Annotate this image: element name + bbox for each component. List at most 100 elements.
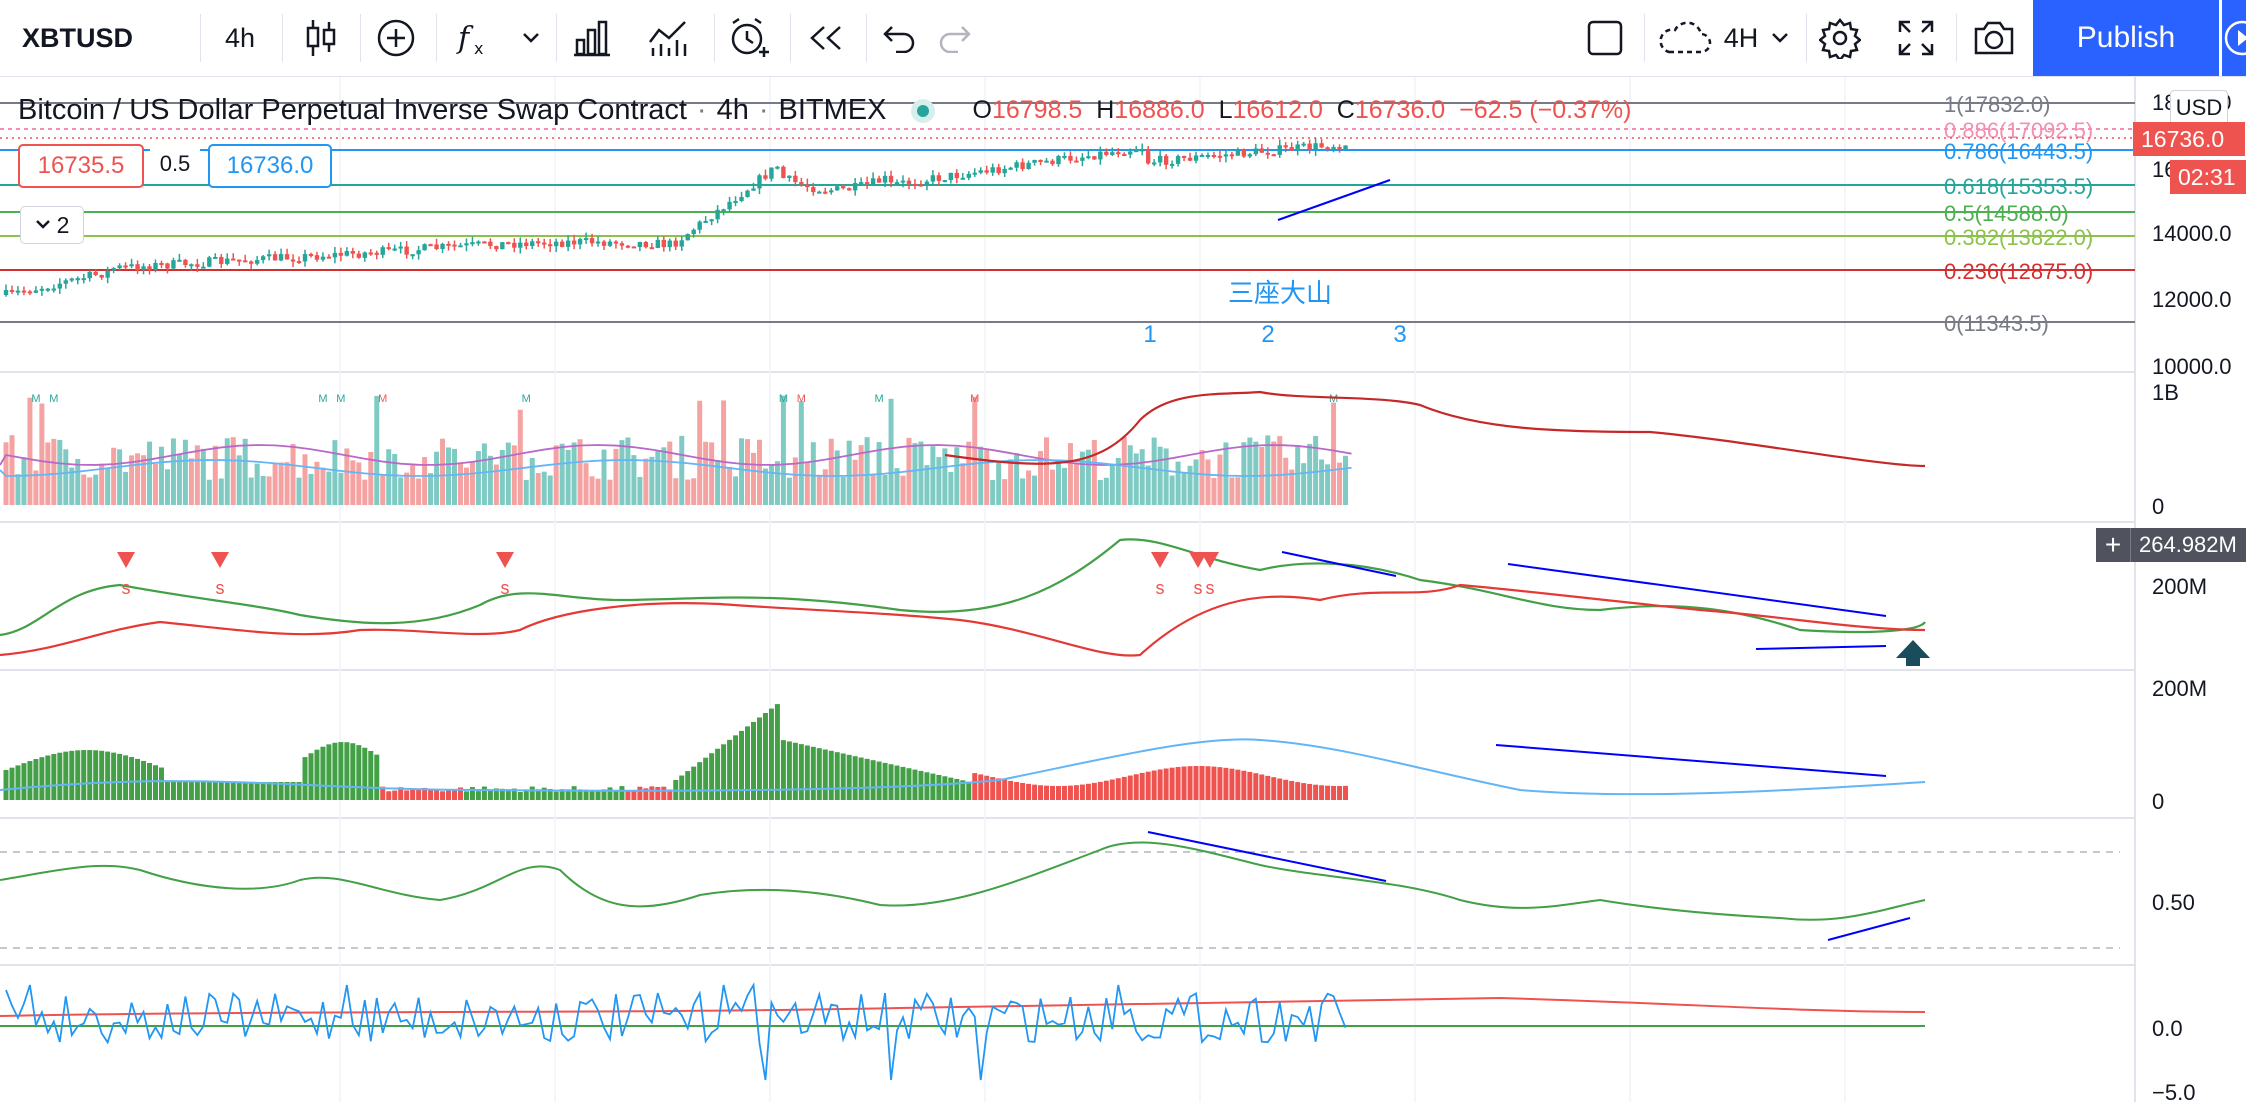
histogram-bar (816, 748, 822, 800)
fullscreen-toggle-icon[interactable] (1580, 0, 1630, 76)
pane-scale-label: 0.50 (2152, 890, 2195, 915)
volume-bar (1205, 459, 1211, 505)
sell-price-button[interactable]: 16735.5 (18, 144, 144, 188)
candle (667, 240, 672, 248)
histogram-bar (709, 753, 715, 800)
chevron-down-icon[interactable] (516, 0, 546, 76)
histogram-bar (804, 745, 810, 800)
collapse-indicators-button[interactable]: 2 (20, 206, 84, 244)
undo-icon[interactable] (876, 0, 922, 76)
replay-icon[interactable] (800, 0, 852, 76)
annotation-marker: 2 (1261, 321, 1274, 348)
candle (829, 190, 834, 193)
volume-bar (535, 473, 541, 505)
candle (1313, 143, 1318, 150)
histogram-bar (416, 789, 422, 800)
trend-line (1827, 917, 1911, 941)
volume-bar (1103, 477, 1109, 505)
histogram-bar (254, 782, 260, 800)
layout-interval-label[interactable]: 4H (1723, 22, 1759, 53)
currency-label[interactable]: USD (2170, 90, 2228, 126)
histogram-ma-line (0, 738, 1926, 796)
candle (350, 251, 356, 254)
chart-canvas[interactable]: 1(17832.0)0.886(17092.5)0.786(16443.5) 0.… (0, 77, 2246, 1102)
histogram-bar (1313, 784, 1319, 800)
candle (159, 262, 164, 265)
chevron-down-icon (35, 220, 50, 229)
candle (787, 175, 792, 178)
histogram-bar (1127, 775, 1133, 800)
histogram-bar (948, 777, 954, 800)
candle-style-icon[interactable] (296, 0, 346, 76)
volume-bar (1181, 472, 1187, 505)
candle (356, 253, 362, 258)
alert-clock-icon[interactable] (724, 0, 776, 76)
expand-icon[interactable] (1890, 0, 1942, 76)
volume-bar (344, 448, 350, 505)
volume-bar (768, 464, 774, 505)
crosshair-price-tag[interactable]: + 264.982M (2096, 528, 2246, 562)
candle (703, 220, 708, 223)
histogram-bar (972, 773, 978, 800)
camera-snapshot-icon[interactable] (1966, 0, 2022, 76)
volume-bar (840, 476, 846, 505)
volume-bar (1289, 469, 1295, 505)
buy-price-button[interactable]: 16736.0 (208, 144, 332, 188)
add-plus-icon[interactable]: + (2096, 528, 2131, 562)
toolbar-divider (714, 14, 715, 62)
financials-icon[interactable] (568, 0, 616, 76)
candle (811, 187, 816, 193)
settings-gear-icon[interactable] (1814, 0, 1866, 76)
chevron-down-icon[interactable] (1766, 0, 1794, 76)
histogram-bar (649, 786, 655, 800)
candle (87, 271, 92, 279)
candle (57, 283, 63, 289)
volume-bar (1014, 453, 1020, 505)
redo-icon[interactable] (932, 0, 978, 76)
publish-button[interactable]: Publish (2033, 0, 2219, 76)
market-status-icon[interactable] (916, 104, 929, 117)
histogram-bar (511, 788, 517, 800)
histogram-bar (774, 704, 780, 800)
volume-bar (846, 440, 852, 505)
interval-button[interactable]: 4h (224, 22, 256, 53)
volume-bar (111, 447, 117, 505)
histogram-bar (595, 791, 601, 800)
volume-bar (457, 462, 463, 505)
volume-ma-line (0, 459, 1352, 477)
volume-bar (1295, 446, 1301, 505)
histogram-bar (1109, 779, 1115, 800)
histogram-bar (1235, 769, 1241, 800)
volume-bar (601, 449, 607, 505)
chart-area[interactable]: 1(17832.0) 0.886(17092.5) 0.786(16443.5) 0.… (0, 77, 2246, 1102)
symbol-legend[interactable]: Bitcoin / US Dollar Perpetual Inverse Sw… (18, 94, 1632, 126)
symbol-search-button[interactable]: XBTUSD (22, 22, 134, 53)
histogram-bar (302, 757, 308, 800)
volume-bar (727, 466, 733, 505)
play-icon[interactable] (2222, 0, 2246, 76)
templates-icon[interactable] (644, 0, 692, 76)
volume-bar (1229, 477, 1235, 505)
volume-bar (356, 462, 362, 505)
histogram-bar (206, 782, 212, 800)
histogram-bar (607, 787, 613, 800)
histogram-bar (1133, 774, 1139, 800)
candle (344, 251, 350, 256)
histogram-bar (1073, 785, 1079, 800)
cloud-layout-icon[interactable] (1654, 0, 1716, 76)
histogram-bar (1020, 783, 1026, 800)
candle (942, 180, 948, 183)
pane-scale-label: −5.0 (2152, 1080, 2195, 1102)
histogram-bar (780, 740, 786, 800)
spread-value: 0.5 (150, 144, 200, 184)
compare-add-icon[interactable] (370, 0, 422, 76)
histogram-bar (517, 791, 523, 800)
pane-scale-label: 0.0 (2152, 1016, 2183, 1041)
volume-bar (703, 441, 709, 505)
candle (290, 259, 296, 262)
volume-bar (834, 450, 840, 505)
volume-bar (1073, 463, 1079, 505)
histogram-bar (870, 760, 876, 800)
volume-bar (87, 477, 93, 505)
